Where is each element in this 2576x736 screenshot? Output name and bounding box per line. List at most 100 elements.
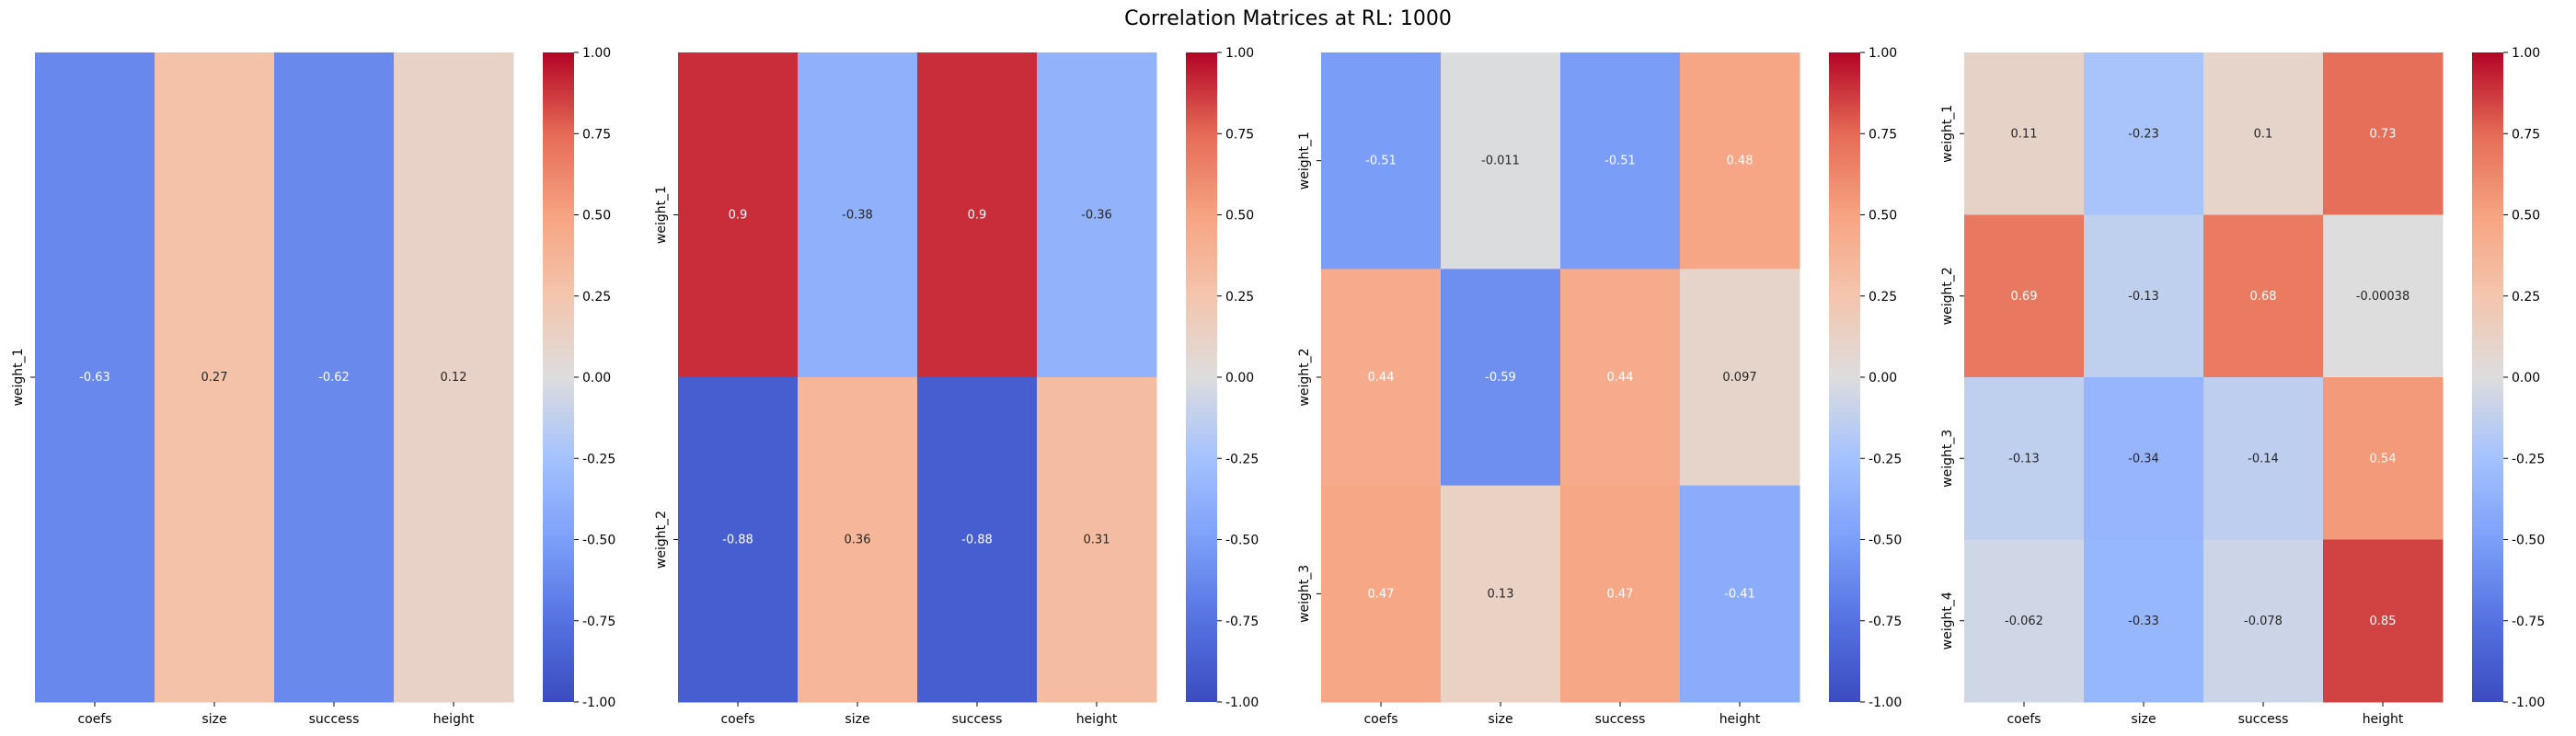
colorbar-tick-label-p1-2: -0.75 xyxy=(582,615,615,629)
x-tick-label-p1-4: height xyxy=(433,712,475,727)
cell-label-p1-r1-c3: -0.62 xyxy=(318,371,350,385)
cell-label-p3-r1-c2: -0.011 xyxy=(1481,155,1520,168)
cell-label-p2-r2-c4: 0.31 xyxy=(1084,534,1110,547)
cell-label-p4-r3-c1: -0.13 xyxy=(2008,452,2040,466)
heatmap-cell-p4-r4-c4 xyxy=(2323,539,2444,703)
cell-label-p2-r2-c1: -0.88 xyxy=(722,534,753,547)
heatmap-cell-p3-r1-c2 xyxy=(1441,52,1561,270)
heatmap-cell-p2-r1-c4 xyxy=(1037,52,1157,378)
heatmap-cell-p4-r2-c1 xyxy=(1964,214,2085,378)
heatmap-cell-p2-r1-c3 xyxy=(917,52,1038,378)
cell-label-p3-r1-c1: -0.51 xyxy=(1365,155,1397,168)
colorbar-tick-label-p1-1: -1.00 xyxy=(582,696,615,710)
cell-label-p2-r2-c2: 0.36 xyxy=(845,534,871,547)
colorbar-tick-label-p2-1: -1.00 xyxy=(1225,696,1259,710)
cell-label-p4-r3-c4: 0.54 xyxy=(2370,452,2397,466)
figure-title: Correlation Matrices at RL: 1000 xyxy=(1124,7,1452,30)
colorbar-tick-label-p1-7: 0.50 xyxy=(582,209,611,224)
heatmap-cell-p3-r1-c1 xyxy=(1321,52,1442,270)
heatmap-cell-p3-r1-c4 xyxy=(1680,52,1800,270)
colorbar-tick-label-p2-5: 0.00 xyxy=(1225,371,1254,385)
cell-label-p4-r2-c3: 0.68 xyxy=(2250,290,2277,304)
colorbar-tick-label-p2-7: 0.50 xyxy=(1225,209,1254,224)
cell-label-p3-r2-c3: 0.44 xyxy=(1607,371,1634,385)
x-tick-label-p2-4: height xyxy=(1076,712,1118,727)
x-tick-label-p1-1: coefs xyxy=(77,712,111,727)
y-tick-label-p3-3: weight_3 xyxy=(1297,565,1312,623)
cell-label-p3-r2-c1: 0.44 xyxy=(1368,371,1395,385)
colorbar-tick-label-p1-8: 0.75 xyxy=(582,127,611,142)
y-tick-label-p4-2: weight_2 xyxy=(1940,267,1955,325)
heatmap-cell-p2-r2-c1 xyxy=(678,377,799,703)
cell-label-p4-r4-c3: -0.078 xyxy=(2244,615,2283,628)
colorbar-p2 xyxy=(1186,52,1217,702)
colorbar-tick-label-p4-5: 0.00 xyxy=(2512,371,2540,385)
heatmap-cell-p3-r3-c3 xyxy=(1560,485,1681,703)
x-tick-label-p4-1: coefs xyxy=(2007,712,2041,727)
cell-label-p3-r3-c2: 0.13 xyxy=(1488,587,1514,601)
cell-label-p2-r1-c3: 0.9 xyxy=(968,209,987,223)
colorbar-tick-label-p1-6: 0.25 xyxy=(582,290,611,305)
heatmap-cell-p2-r2-c3 xyxy=(917,377,1038,703)
colorbar-tick-label-p3-1: -1.00 xyxy=(1869,696,1902,710)
heatmap-cell-p1-r1-c1 xyxy=(35,52,155,703)
colorbar-tick-label-p3-4: -0.25 xyxy=(1869,452,1902,466)
colorbar-tick-label-p2-3: -0.50 xyxy=(1225,534,1259,548)
heatmap-cell-p3-r2-c1 xyxy=(1321,269,1442,487)
heatmap-cell-p4-r2-c2 xyxy=(2084,214,2204,378)
y-tick-label-p2-2: weight_2 xyxy=(654,511,669,569)
cell-label-p2-r1-c4: -0.36 xyxy=(1081,209,1112,223)
heatmap-cell-p4-r1-c2 xyxy=(2084,52,2204,215)
heatmap-cell-p2-r1-c1 xyxy=(678,52,799,378)
y-tick-label-p4-4: weight_4 xyxy=(1940,592,1955,650)
cell-label-p4-r1-c2: -0.23 xyxy=(2128,127,2159,141)
heatmap-cell-p4-r2-c4 xyxy=(2323,214,2444,378)
colorbar-tick-label-p2-9: 1.00 xyxy=(1225,46,1254,61)
x-tick-label-p2-1: coefs xyxy=(720,712,754,727)
colorbar-tick-label-p4-1: -1.00 xyxy=(2512,696,2545,710)
cell-label-p1-r1-c2: 0.27 xyxy=(201,371,228,385)
colorbar-tick-label-p4-9: 1.00 xyxy=(2512,46,2540,61)
cell-label-p4-r4-c4: 0.85 xyxy=(2370,615,2397,628)
cell-label-p3-r2-c4: 0.097 xyxy=(1722,371,1756,385)
heatmap-cell-p3-r3-c2 xyxy=(1441,485,1561,703)
heatmap-cell-p3-r2-c3 xyxy=(1560,269,1681,487)
colorbar-tick-label-p3-2: -0.75 xyxy=(1869,615,1902,629)
x-tick-label-p4-4: height xyxy=(2363,712,2404,727)
heatmap-cell-p2-r1-c2 xyxy=(798,52,918,378)
heatmap-cell-p3-r3-c4 xyxy=(1680,485,1800,703)
heatmap-cell-p4-r1-c1 xyxy=(1964,52,2085,215)
heatmap-cell-p3-r1-c3 xyxy=(1560,52,1681,270)
colorbar-tick-label-p4-7: 0.50 xyxy=(2512,209,2540,224)
colorbar-tick-label-p3-5: 0.00 xyxy=(1869,371,1897,385)
colorbar-tick-label-p2-6: 0.25 xyxy=(1225,290,1254,305)
colorbar-p1 xyxy=(543,52,574,702)
heatmap-cell-p1-r1-c3 xyxy=(274,52,395,703)
y-tick-label-p4-3: weight_3 xyxy=(1940,430,1955,488)
cell-label-p1-r1-c1: -0.63 xyxy=(79,371,110,385)
x-tick-label-p3-1: coefs xyxy=(1363,712,1397,727)
colorbar-tick-label-p3-7: 0.50 xyxy=(1869,209,1897,224)
heatmap-cell-p4-r4-c1 xyxy=(1964,539,2085,703)
colorbar-tick-label-p3-8: 0.75 xyxy=(1869,127,1897,142)
colorbar-p3 xyxy=(1829,52,1860,702)
cell-label-p3-r3-c3: 0.47 xyxy=(1607,587,1634,601)
heatmap-cell-p4-r3-c1 xyxy=(1964,377,2085,540)
heatmap-cell-p2-r2-c4 xyxy=(1037,377,1157,703)
colorbar-p4 xyxy=(2472,52,2503,702)
x-tick-label-p1-2: size xyxy=(201,712,226,727)
colorbar-tick-label-p2-8: 0.75 xyxy=(1225,127,1254,142)
colorbar-tick-label-p4-4: -0.25 xyxy=(2512,452,2545,466)
y-tick-label-p1-1: weight_1 xyxy=(11,348,26,406)
heatmap-cell-p3-r2-c2 xyxy=(1441,269,1561,487)
heatmap-cell-p4-r3-c2 xyxy=(2084,377,2204,540)
colorbar-tick-label-p3-3: -0.50 xyxy=(1869,534,1902,548)
x-tick-label-p3-2: size xyxy=(1488,712,1512,727)
colorbar-tick-label-p1-5: 0.00 xyxy=(582,371,611,385)
x-tick-label-p1-3: success xyxy=(309,712,360,727)
heatmap-cell-p3-r3-c1 xyxy=(1321,485,1442,703)
cell-label-p4-r4-c1: -0.062 xyxy=(2005,615,2043,628)
heatmap-cell-p4-r3-c3 xyxy=(2203,377,2324,540)
cell-label-p4-r3-c2: -0.34 xyxy=(2128,452,2159,466)
colorbar-tick-label-p1-4: -0.25 xyxy=(582,452,615,466)
